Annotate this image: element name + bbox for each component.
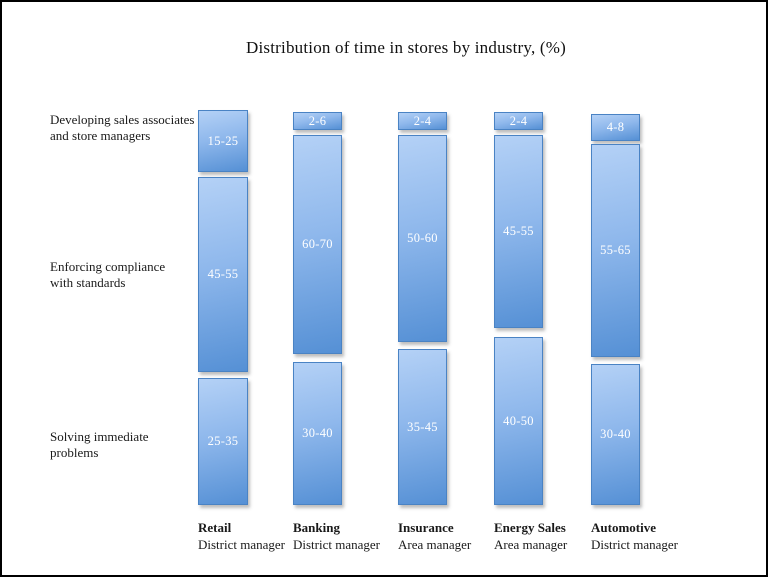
bar-column-insurance: 2-4 50-60 35-45 [398,2,447,575]
column-industry-label: Insurance [398,520,454,535]
bar-segment: 50-60 [398,135,447,342]
bar-segment-value: 2-4 [509,113,528,128]
column-manager-label: District manager [198,537,285,552]
bar-segment: 2-6 [293,112,342,130]
bar-segment: 45-55 [494,135,543,328]
bar-segment: 55-65 [591,144,640,357]
bar-segment: 45-55 [198,177,248,372]
column-manager-label: Area manager [398,537,472,552]
bar-segment: 4-8 [591,114,640,141]
bar-segment-value: 35-45 [407,419,438,434]
bar-segment-value: 45-55 [207,267,239,281]
bar-segment-value: 2-6 [308,113,327,128]
column-label-automotive: Automotive District manager [591,519,701,553]
row-label-solving: Solving immediate problems [50,429,149,460]
column-manager-label: Area manager [494,537,568,552]
row-label-developing: Developing sales associates and store ma… [50,112,195,143]
bar-segment-value: 55-65 [600,243,631,257]
row-label-enforcing: Enforcing compliance with standards [50,259,166,290]
bar-column-retail: 15-25 45-55 25-35 [198,2,248,575]
bar-segment-value: 45-55 [503,224,534,238]
column-industry-label: Energy Sales [494,520,566,535]
chart-title: Distribution of time in stores by indust… [246,38,566,57]
bar-segment-value: 4-8 [606,120,625,134]
bar-segment: 60-70 [293,135,342,354]
column-manager-label: District manager [293,537,380,552]
column-label-energy-sales: Energy Sales Area manager [494,519,604,553]
bar-segment: 2-4 [494,112,543,130]
column-industry-label: Automotive [591,520,656,535]
bar-segment-value: 15-25 [207,133,239,148]
column-label-retail: Retail District manager [198,519,308,553]
column-label-banking: Banking District manager [293,519,403,553]
bar-segment: 15-25 [198,110,248,172]
bar-segment: 35-45 [398,349,447,505]
bar-segment: 25-35 [198,378,248,505]
bar-segment-value: 30-40 [600,427,631,441]
column-manager-label: District manager [591,537,678,552]
bar-segment-value: 25-35 [207,434,239,448]
bar-segment: 2-4 [398,112,447,130]
bar-segment: 40-50 [494,337,543,505]
bar-column-energy-sales: 2-4 45-55 40-50 [494,2,543,575]
bar-column-automotive: 4-8 55-65 30-40 [591,2,640,575]
bar-segment-value: 40-50 [503,413,534,428]
bar-segment: 30-40 [591,364,640,505]
bar-segment-value: 30-40 [302,426,333,440]
bar-column-banking: 2-6 60-70 30-40 [293,2,342,575]
column-label-insurance: Insurance Area manager [398,519,508,553]
column-industry-label: Retail [198,520,232,535]
column-industry-label: Banking [293,520,340,535]
bar-segment-value: 2-4 [413,113,432,128]
bar-segment: 30-40 [293,362,342,505]
bar-segment-value: 50-60 [407,231,438,245]
bar-segment-value: 60-70 [302,237,333,251]
